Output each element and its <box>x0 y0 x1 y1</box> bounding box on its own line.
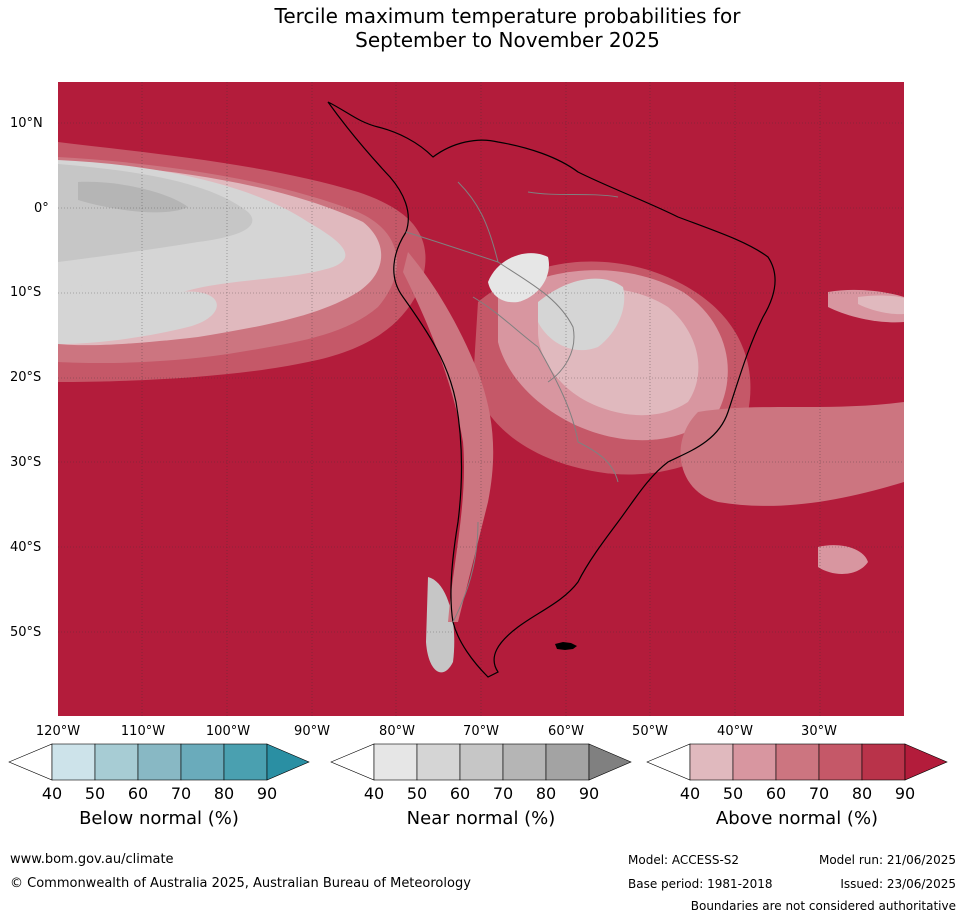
forecast-map <box>58 82 904 716</box>
below-tick: 40 <box>41 784 63 803</box>
lat-label-20s: 20°S <box>10 370 42 385</box>
above-tick: 40 <box>679 784 701 803</box>
cbar-below-seg-0 <box>8 743 53 781</box>
below-tick: 70 <box>170 784 192 803</box>
footer-issued: Issued: 23/06/2025 <box>840 877 956 891</box>
colorbar-title-below: Below normal (%) <box>79 808 239 829</box>
lon-label-50w: 50°W <box>632 724 668 739</box>
above-tick: 60 <box>765 784 787 803</box>
above-tick: 80 <box>851 784 873 803</box>
andes-above-60 <box>403 252 494 622</box>
below-tick: 50 <box>84 784 106 803</box>
brazil-near-normal-60 <box>538 278 625 351</box>
lon-label-110w: 110°W <box>120 724 166 739</box>
cbar-near-seg-6 <box>588 743 632 781</box>
near-tick: 50 <box>406 784 428 803</box>
cbar-above-seg-4 <box>818 743 863 781</box>
cbar-above-seg-6 <box>904 743 948 781</box>
lon-label-30w: 30°W <box>801 724 837 739</box>
falkland-islands <box>555 642 577 650</box>
cbar-near-seg-4 <box>502 743 547 781</box>
lat-label-0: 0° <box>34 201 49 216</box>
cbar-near-seg-0 <box>330 743 375 781</box>
pacific-near-normal-60b <box>58 282 217 344</box>
near-tick: 40 <box>363 784 385 803</box>
lon-label-120w: 120°W <box>35 724 81 739</box>
footer-url: www.bom.gov.au/climate <box>10 852 174 867</box>
cbar-below-seg-4 <box>180 743 225 781</box>
patagonia-near-normal <box>426 577 455 673</box>
lat-label-30s: 30°S <box>10 455 42 470</box>
pacific-near-normal-80 <box>78 181 188 213</box>
cbar-below-seg-5 <box>223 743 268 781</box>
lon-label-90w: 90°W <box>294 724 330 739</box>
footer-model-run: Model run: 21/06/2025 <box>818 853 956 867</box>
cbar-above-seg-0 <box>646 743 691 781</box>
atlantic-above-40-east <box>858 295 904 315</box>
footer-copyright: © Commonwealth of Australia 2025, Austra… <box>10 876 471 891</box>
lon-label-100w: 100°W <box>205 724 251 739</box>
footer-base-period: Base period: 1981-2018 <box>628 877 773 891</box>
above-tick: 50 <box>722 784 744 803</box>
cbar-near-seg-1 <box>373 743 418 781</box>
colorbar-above-normal <box>646 743 948 781</box>
lon-label-60w: 60°W <box>548 724 584 739</box>
cbar-below-seg-3 <box>137 743 182 781</box>
cbar-above-seg-1 <box>689 743 734 781</box>
near-tick: 60 <box>449 784 471 803</box>
cbar-near-seg-3 <box>459 743 504 781</box>
colorbar-near-normal <box>330 743 632 781</box>
footer-disclaimer: Boundaries are not considered authoritat… <box>690 899 956 913</box>
lon-label-40w: 40°W <box>717 724 753 739</box>
near-tick: 90 <box>578 784 600 803</box>
atlantic-above-60 <box>680 402 904 506</box>
cbar-above-seg-3 <box>775 743 820 781</box>
lat-label-40s: 40°S <box>10 540 42 555</box>
colorbar-title-near: Near normal (%) <box>406 808 556 829</box>
cbar-below-seg-1 <box>51 743 96 781</box>
near-tick: 80 <box>535 784 557 803</box>
near-tick: 70 <box>492 784 514 803</box>
below-tick: 90 <box>256 784 278 803</box>
map-gridlines <box>58 82 904 716</box>
lon-label-80w: 80°W <box>379 724 415 739</box>
lat-label-10n: 10°N <box>10 116 43 131</box>
colorbar-title-above: Above normal (%) <box>715 808 879 829</box>
lat-label-10s: 10°S <box>10 285 42 300</box>
country-borders <box>405 181 619 623</box>
colorbar-below-normal <box>8 743 310 781</box>
cbar-below-seg-6 <box>266 743 310 781</box>
map-title-line2: September to November 2025 <box>355 28 660 52</box>
above-tick: 90 <box>894 784 916 803</box>
map-title-line1: Tercile maximum temperature probabilitie… <box>274 4 741 28</box>
map-title: Tercile maximum temperature probabilitie… <box>0 4 965 52</box>
below-tick: 60 <box>127 784 149 803</box>
lat-label-50s: 50°S <box>10 625 42 640</box>
lon-label-70w: 70°W <box>463 724 499 739</box>
cbar-near-seg-2 <box>416 743 461 781</box>
above-tick: 70 <box>808 784 830 803</box>
below-tick: 80 <box>213 784 235 803</box>
cbar-below-seg-2 <box>94 743 139 781</box>
cbar-above-seg-5 <box>861 743 906 781</box>
cbar-near-seg-5 <box>545 743 590 781</box>
atlantic-above-50-south <box>818 545 868 574</box>
cbar-above-seg-2 <box>732 743 777 781</box>
footer-model: Model: ACCESS-S2 <box>628 853 740 867</box>
south-america-coastline <box>327 101 776 678</box>
